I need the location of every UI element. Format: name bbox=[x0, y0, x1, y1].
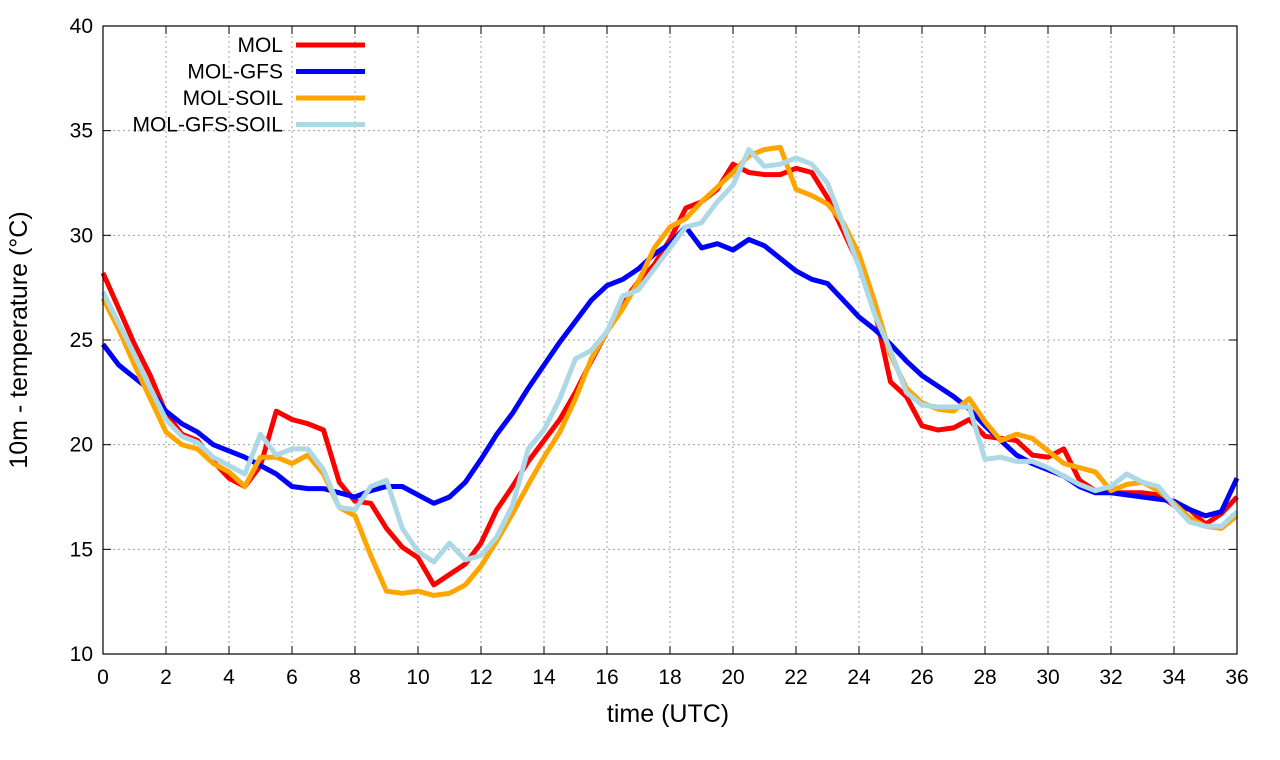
x-tick-label: 2 bbox=[160, 666, 172, 689]
y-tick-label: 10 bbox=[70, 643, 93, 666]
y-tick-label: 30 bbox=[70, 224, 93, 247]
x-tick-label: 26 bbox=[910, 666, 933, 689]
x-axis-title: time (UTC) bbox=[607, 700, 729, 728]
x-tick-label: 30 bbox=[1036, 666, 1059, 689]
series-line-mol-soil bbox=[100, 144, 1239, 598]
legend-label-mol-gfs-soil: MOL-GFS-SOIL bbox=[132, 114, 283, 137]
axis-ticks: 0 2 4 6 8 10 12 14 16 18 20 22 24 26 28 30 32 34 361015202… bbox=[70, 15, 1249, 689]
y-axis-title: 10m - temperature (°C) bbox=[5, 211, 33, 468]
x-tick-label: 16 bbox=[595, 666, 618, 689]
x-tick-label: 18 bbox=[658, 666, 681, 689]
x-tick-label: 0 bbox=[97, 666, 109, 689]
x-tick-label: 34 bbox=[1162, 666, 1186, 689]
x-tick-label: 6 bbox=[286, 666, 298, 689]
x-tick-label: 20 bbox=[721, 666, 744, 689]
legend: MOL MOL-GFS MOL-SOIL MOL-GFS-SOIL bbox=[132, 34, 365, 137]
plot-series bbox=[100, 144, 1240, 598]
x-tick-label: 12 bbox=[469, 666, 492, 689]
legend-label-mol: MOL bbox=[237, 34, 283, 57]
x-tick-label: 24 bbox=[847, 666, 871, 689]
y-tick-label: 25 bbox=[70, 329, 93, 352]
x-tick-label: 14 bbox=[532, 666, 556, 689]
x-tick-label: 10 bbox=[406, 666, 429, 689]
y-tick-label: 15 bbox=[70, 538, 93, 561]
x-tick-label: 32 bbox=[1099, 666, 1122, 689]
x-tick-label: 36 bbox=[1225, 666, 1248, 689]
y-tick-label: 40 bbox=[70, 15, 93, 38]
x-tick-label: 22 bbox=[784, 666, 807, 689]
y-tick-label: 20 bbox=[70, 434, 93, 457]
grid-lines bbox=[103, 26, 1237, 654]
x-tick-label: 28 bbox=[973, 666, 996, 689]
legend-label-mol-gfs: MOL-GFS bbox=[187, 61, 283, 84]
y-tick-label: 35 bbox=[70, 120, 93, 143]
series-line-mol bbox=[100, 161, 1239, 588]
series-line-mol-gfs-soil bbox=[100, 147, 1239, 565]
x-tick-label: 8 bbox=[349, 666, 361, 689]
x-tick-label: 4 bbox=[223, 666, 235, 689]
legend-label-mol-soil: MOL-SOIL bbox=[183, 87, 283, 110]
